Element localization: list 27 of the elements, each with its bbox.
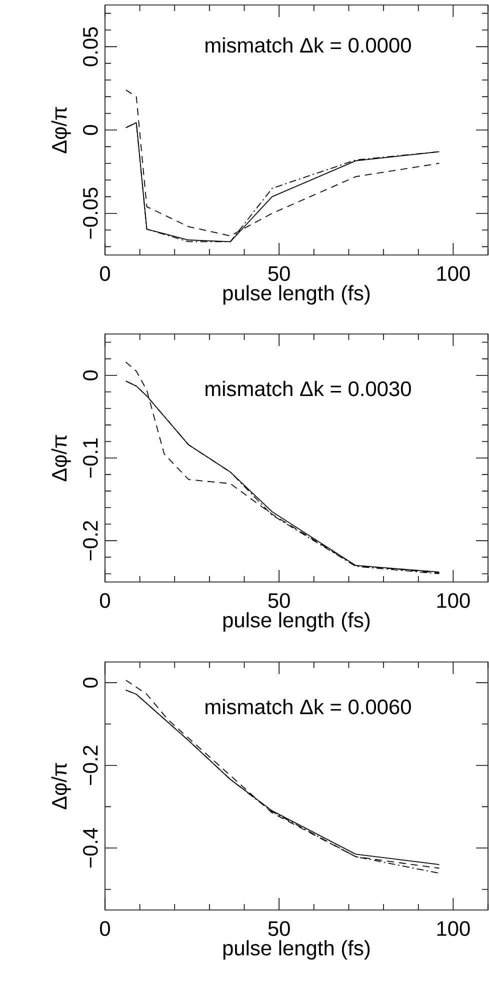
- y-axis-title: Δφ/π: [51, 763, 71, 810]
- x-axis-title: pulse length (fs): [223, 612, 370, 632]
- y-tick-label: 0.05: [83, 27, 98, 66]
- annotation: mismatch Δk = 0.0000: [206, 37, 411, 53]
- x-tick-label: 0: [100, 921, 110, 936]
- y-tick-label: 0: [83, 370, 98, 380]
- y-tick-label: −0.05: [83, 188, 98, 239]
- x-tick-label: 50: [268, 266, 290, 281]
- y-tick-label: 0: [83, 125, 98, 136]
- x-tick-label: 100: [437, 921, 470, 936]
- x-tick-label: 50: [268, 921, 290, 936]
- x-tick-label: 0: [100, 593, 110, 608]
- y-tick-label: 0: [83, 678, 98, 688]
- x-tick-label: 0: [100, 266, 110, 281]
- y-tick-label: −0.2: [83, 746, 98, 785]
- y-axis-title: Δφ/π: [51, 107, 71, 154]
- y-tick-label: −0.2: [83, 521, 98, 560]
- x-tick-label: 50: [268, 593, 290, 608]
- annotation: mismatch Δk = 0.0030: [206, 380, 411, 396]
- x-axis-title: pulse length (fs): [223, 940, 370, 960]
- x-axis-title: pulse length (fs): [223, 285, 370, 305]
- annotation: mismatch Δk = 0.0060: [206, 698, 411, 714]
- x-tick-label: 100: [437, 593, 470, 608]
- x-tick-label: 100: [437, 266, 470, 281]
- y-tick-label: −0.4: [83, 828, 98, 868]
- y-axis-title: Δφ/π: [51, 435, 71, 482]
- y-tick-label: −0.1: [83, 438, 98, 478]
